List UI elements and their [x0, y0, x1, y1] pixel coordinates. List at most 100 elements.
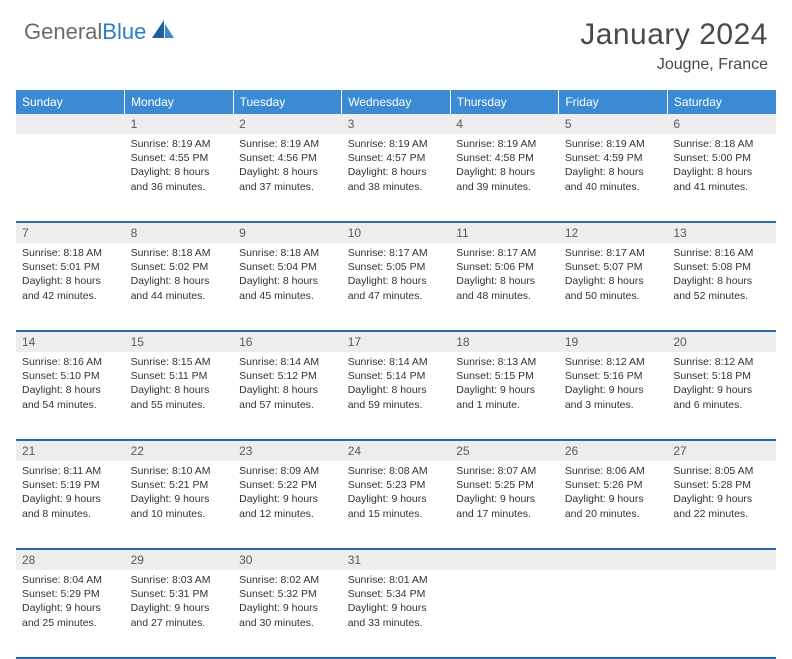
sunset-line: Sunset: 5:34 PM [348, 587, 445, 601]
sunrise-line: Sunrise: 8:17 AM [456, 246, 553, 260]
day-number-cell: 18 [450, 331, 559, 352]
weekday-header-row: SundayMondayTuesdayWednesdayThursdayFrid… [16, 90, 776, 114]
day-cell: Sunrise: 8:14 AMSunset: 5:14 PMDaylight:… [342, 352, 451, 440]
daylight-line2: and 42 minutes. [22, 289, 119, 303]
sunset-line: Sunset: 5:07 PM [565, 260, 662, 274]
daylight-line2: and 8 minutes. [22, 507, 119, 521]
daylight-line: Daylight: 8 hours [456, 165, 553, 179]
day-cell: Sunrise: 8:13 AMSunset: 5:15 PMDaylight:… [450, 352, 559, 440]
day-cell: Sunrise: 8:16 AMSunset: 5:10 PMDaylight:… [16, 352, 125, 440]
sunrise-line: Sunrise: 8:09 AM [239, 464, 336, 478]
day-cell: Sunrise: 8:19 AMSunset: 4:55 PMDaylight:… [125, 134, 234, 222]
day-number-cell: 6 [667, 114, 776, 134]
day-number-cell: 7 [16, 222, 125, 243]
sunrise-line: Sunrise: 8:13 AM [456, 355, 553, 369]
sunrise-line: Sunrise: 8:10 AM [131, 464, 228, 478]
day-number-row: 21222324252627 [16, 440, 776, 461]
sunset-line: Sunset: 5:32 PM [239, 587, 336, 601]
sunrise-line: Sunrise: 8:18 AM [673, 137, 770, 151]
sunset-line: Sunset: 5:23 PM [348, 478, 445, 492]
daylight-line: Daylight: 8 hours [239, 165, 336, 179]
sunrise-line: Sunrise: 8:01 AM [348, 573, 445, 587]
daylight-line2: and 17 minutes. [456, 507, 553, 521]
day-cell: Sunrise: 8:16 AMSunset: 5:08 PMDaylight:… [667, 243, 776, 331]
day-cell: Sunrise: 8:12 AMSunset: 5:16 PMDaylight:… [559, 352, 668, 440]
day-cell: Sunrise: 8:17 AMSunset: 5:07 PMDaylight:… [559, 243, 668, 331]
day-cell: Sunrise: 8:14 AMSunset: 5:12 PMDaylight:… [233, 352, 342, 440]
day-cell: Sunrise: 8:02 AMSunset: 5:32 PMDaylight:… [233, 570, 342, 658]
daylight-line: Daylight: 8 hours [239, 383, 336, 397]
sunrise-line: Sunrise: 8:19 AM [348, 137, 445, 151]
day-number-cell: 1 [125, 114, 234, 134]
day-cell: Sunrise: 8:18 AMSunset: 5:01 PMDaylight:… [16, 243, 125, 331]
daylight-line2: and 25 minutes. [22, 616, 119, 630]
daylight-line: Daylight: 8 hours [131, 274, 228, 288]
daylight-line2: and 38 minutes. [348, 180, 445, 194]
day-number-cell: 13 [667, 222, 776, 243]
sunrise-line: Sunrise: 8:17 AM [348, 246, 445, 260]
sunset-line: Sunset: 5:01 PM [22, 260, 119, 274]
day-number-cell: 4 [450, 114, 559, 134]
sunset-line: Sunset: 5:00 PM [673, 151, 770, 165]
day-cell: Sunrise: 8:11 AMSunset: 5:19 PMDaylight:… [16, 461, 125, 549]
weekday-header: Tuesday [233, 90, 342, 114]
daylight-line: Daylight: 9 hours [239, 601, 336, 615]
sunset-line: Sunset: 5:28 PM [673, 478, 770, 492]
daylight-line2: and 12 minutes. [239, 507, 336, 521]
day-number-row: 28293031 [16, 549, 776, 570]
weekday-header: Sunday [16, 90, 125, 114]
daylight-line: Daylight: 9 hours [239, 492, 336, 506]
day-cell: Sunrise: 8:15 AMSunset: 5:11 PMDaylight:… [125, 352, 234, 440]
sunset-line: Sunset: 5:10 PM [22, 369, 119, 383]
sunset-line: Sunset: 5:25 PM [456, 478, 553, 492]
daylight-line2: and 10 minutes. [131, 507, 228, 521]
day-number-row: 14151617181920 [16, 331, 776, 352]
daylight-line: Daylight: 9 hours [348, 492, 445, 506]
day-cell: Sunrise: 8:17 AMSunset: 5:06 PMDaylight:… [450, 243, 559, 331]
calendar-body: 123456Sunrise: 8:19 AMSunset: 4:55 PMDay… [16, 114, 776, 658]
daylight-line2: and 22 minutes. [673, 507, 770, 521]
day-number-cell: 12 [559, 222, 668, 243]
sunset-line: Sunset: 4:59 PM [565, 151, 662, 165]
day-number-cell: 21 [16, 440, 125, 461]
sunset-line: Sunset: 5:21 PM [131, 478, 228, 492]
sunset-line: Sunset: 5:08 PM [673, 260, 770, 274]
sunset-line: Sunset: 5:05 PM [348, 260, 445, 274]
day-cell: Sunrise: 8:09 AMSunset: 5:22 PMDaylight:… [233, 461, 342, 549]
day-number-cell: 17 [342, 331, 451, 352]
day-number-cell: 2 [233, 114, 342, 134]
sunrise-line: Sunrise: 8:04 AM [22, 573, 119, 587]
sunset-line: Sunset: 5:15 PM [456, 369, 553, 383]
sunset-line: Sunset: 4:58 PM [456, 151, 553, 165]
day-cell: Sunrise: 8:17 AMSunset: 5:05 PMDaylight:… [342, 243, 451, 331]
day-cell: Sunrise: 8:19 AMSunset: 4:59 PMDaylight:… [559, 134, 668, 222]
day-number-cell: 27 [667, 440, 776, 461]
daylight-line: Daylight: 9 hours [673, 383, 770, 397]
day-number-cell [16, 114, 125, 134]
day-cell: Sunrise: 8:03 AMSunset: 5:31 PMDaylight:… [125, 570, 234, 658]
daylight-line: Daylight: 8 hours [565, 165, 662, 179]
day-content-row: Sunrise: 8:18 AMSunset: 5:01 PM Daylight:… [16, 243, 776, 331]
day-number-cell: 9 [233, 222, 342, 243]
sunrise-line: Sunrise: 8:14 AM [348, 355, 445, 369]
sunrise-line: Sunrise: 8:16 AM [22, 355, 119, 369]
daylight-line2: and 50 minutes. [565, 289, 662, 303]
title-block: January 2024 Jougne, France [580, 18, 768, 74]
daylight-line2: and 6 minutes. [673, 398, 770, 412]
day-number-cell [450, 549, 559, 570]
sunrise-line: Sunrise: 8:11 AM [22, 464, 119, 478]
daylight-line2: and 59 minutes. [348, 398, 445, 412]
day-number-cell: 25 [450, 440, 559, 461]
daylight-line2: and 40 minutes. [565, 180, 662, 194]
daylight-line2: and 15 minutes. [348, 507, 445, 521]
brand-part2: Blue [102, 19, 146, 44]
day-number-cell: 8 [125, 222, 234, 243]
day-number-cell: 19 [559, 331, 668, 352]
daylight-line: Daylight: 9 hours [131, 601, 228, 615]
sunrise-line: Sunrise: 8:18 AM [22, 246, 119, 260]
daylight-line: Daylight: 8 hours [673, 165, 770, 179]
daylight-line: Daylight: 9 hours [456, 383, 553, 397]
daylight-line2: and 48 minutes. [456, 289, 553, 303]
day-content-row: Sunrise: 8:16 AMSunset: 5:10 PM Daylight:… [16, 352, 776, 440]
sunset-line: Sunset: 5:18 PM [673, 369, 770, 383]
